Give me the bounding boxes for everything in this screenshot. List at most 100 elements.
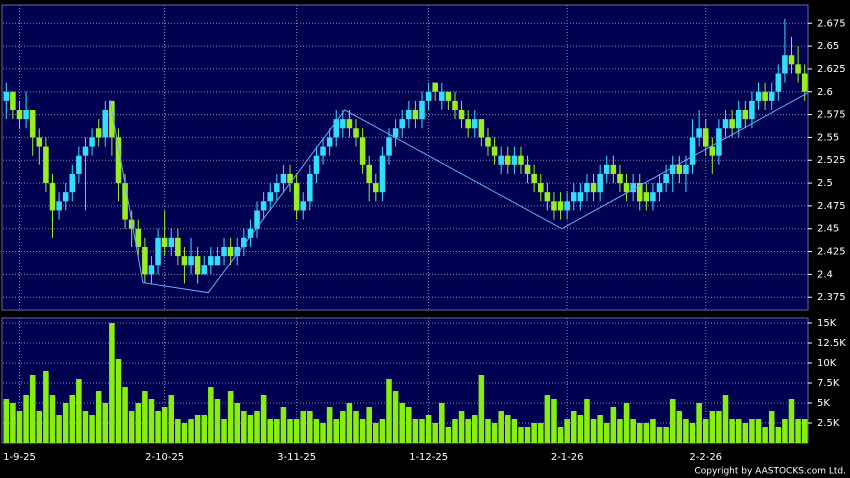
candle-body: [300, 201, 306, 211]
candle-body: [56, 201, 62, 211]
volume-bar: [702, 419, 709, 443]
candle-body: [775, 73, 782, 92]
y-tick-label: 2.475: [817, 201, 846, 212]
candle-body: [557, 201, 564, 211]
volume-bar: [419, 419, 425, 443]
volume-bar: [531, 423, 537, 443]
volume-bar: [696, 403, 702, 443]
candle-body: [148, 265, 155, 275]
y-tick-label: 5K: [817, 398, 830, 409]
volume-bar: [472, 415, 478, 443]
y-tick-label: 2.675: [817, 18, 846, 29]
volume-bar: [280, 407, 287, 443]
volume-bar: [95, 391, 102, 443]
candle-body: [782, 55, 788, 74]
candle-body: [227, 246, 234, 257]
volume-bar: [267, 419, 274, 443]
volume-bar: [445, 427, 452, 443]
y-tick-label: 12.5K: [817, 338, 846, 349]
candle-body: [458, 110, 465, 120]
volume-bar: [227, 391, 234, 443]
volume-bar: [623, 403, 630, 443]
candle-body: [29, 110, 36, 138]
volume-bar: [366, 407, 372, 443]
candle-body: [650, 192, 656, 202]
candle-body: [735, 110, 742, 129]
volume-bar: [551, 399, 557, 443]
candle-body: [366, 164, 372, 184]
candle-body: [709, 146, 716, 156]
candle-body: [373, 183, 379, 193]
volume-bar: [742, 423, 749, 443]
volume-bar: [148, 399, 155, 443]
candle-body: [696, 128, 702, 138]
volume-bar: [373, 423, 379, 443]
y-tick-label: 2.625: [817, 64, 846, 75]
volume-bar: [69, 395, 76, 443]
candle-body: [168, 237, 175, 247]
volume-bar: [10, 403, 16, 443]
volume-bar: [346, 403, 353, 443]
volume-bar: [56, 415, 62, 443]
candle-body: [643, 192, 650, 202]
volume-bar: [465, 419, 471, 443]
candle-body: [683, 164, 689, 174]
volume-bar: [577, 415, 584, 443]
candle-body: [122, 183, 128, 220]
candle-body: [102, 110, 109, 138]
candle-body: [762, 91, 768, 101]
volume-bar: [320, 423, 326, 443]
volume-bar: [564, 419, 570, 443]
y-tick-label: 2.6: [817, 87, 833, 98]
candle-body: [234, 246, 241, 257]
volume-bar: [511, 419, 518, 443]
candle-body: [379, 155, 386, 193]
volume-bar: [570, 411, 577, 443]
volume-bar: [23, 395, 29, 443]
volume-bar: [82, 411, 89, 443]
volume-bar: [755, 419, 762, 443]
volume-bar: [603, 423, 610, 443]
candle-body: [62, 192, 69, 202]
volume-bar: [663, 427, 669, 443]
volume-bar: [300, 411, 306, 443]
candle-body: [498, 155, 504, 165]
candle-body: [307, 173, 313, 202]
candle-body: [749, 100, 755, 120]
volume-bar: [379, 419, 386, 443]
volume-bar: [716, 411, 722, 443]
candle-body: [505, 155, 511, 165]
volume-bar: [729, 419, 735, 443]
volume-bar: [650, 419, 656, 443]
candle-body: [313, 155, 320, 174]
volume-bar: [135, 403, 142, 443]
volume-bar: [155, 411, 161, 443]
candle-body: [76, 155, 82, 174]
volume-bar: [683, 419, 689, 443]
volume-bar: [161, 407, 168, 443]
candle-body: [465, 119, 471, 129]
candle-body: [10, 91, 16, 111]
candle-body: [155, 237, 161, 266]
volume-bar: [201, 415, 208, 443]
volume-bar: [29, 375, 36, 443]
volume-bar: [333, 419, 339, 443]
candle-body: [326, 137, 333, 147]
candle-body: [135, 228, 142, 247]
candle-body: [795, 64, 801, 74]
candle-body: [584, 183, 590, 193]
candle-body: [23, 110, 29, 120]
y-tick-label: 2.575: [817, 110, 846, 121]
candle-body: [333, 119, 339, 138]
candle-body: [142, 246, 148, 275]
volume-bar: [722, 395, 729, 443]
candle-body: [181, 256, 188, 266]
volume-bar: [439, 403, 445, 443]
volume-bar: [795, 419, 801, 443]
candle-body: [419, 100, 425, 120]
candle-body: [663, 173, 669, 184]
volume-bar: [260, 395, 267, 443]
volume-bar: [109, 323, 115, 443]
volume-bar: [775, 427, 782, 443]
